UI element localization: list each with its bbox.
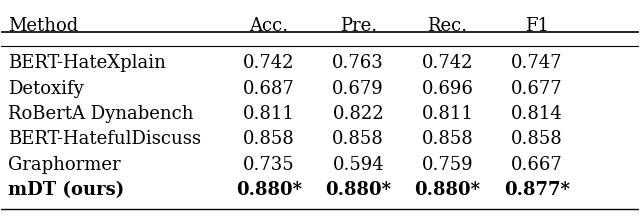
Text: F1: F1 — [525, 17, 548, 35]
Text: Graphormer: Graphormer — [8, 156, 120, 174]
Text: 0.858: 0.858 — [332, 130, 384, 149]
Text: 0.858: 0.858 — [243, 130, 295, 149]
Text: 0.679: 0.679 — [332, 80, 384, 97]
Text: 0.811: 0.811 — [422, 105, 474, 123]
Text: 0.880*: 0.880* — [325, 181, 391, 199]
Text: BERT-HatefulDiscuss: BERT-HatefulDiscuss — [8, 130, 201, 149]
Text: Rec.: Rec. — [428, 17, 467, 35]
Text: Pre.: Pre. — [340, 17, 377, 35]
Text: 0.696: 0.696 — [422, 80, 474, 97]
Text: 0.877*: 0.877* — [504, 181, 570, 199]
Text: 0.594: 0.594 — [332, 156, 384, 174]
Text: 0.822: 0.822 — [332, 105, 384, 123]
Text: BERT-HateXplain: BERT-HateXplain — [8, 54, 166, 72]
Text: 0.667: 0.667 — [511, 156, 563, 174]
Text: 0.742: 0.742 — [422, 54, 473, 72]
Text: 0.763: 0.763 — [332, 54, 384, 72]
Text: 0.880*: 0.880* — [236, 181, 302, 199]
Text: 0.858: 0.858 — [422, 130, 474, 149]
Text: 0.677: 0.677 — [511, 80, 563, 97]
Text: RoBertA Dynabench: RoBertA Dynabench — [8, 105, 193, 123]
Text: mDT (ours): mDT (ours) — [8, 181, 124, 199]
Text: Detoxify: Detoxify — [8, 80, 83, 97]
Text: 0.858: 0.858 — [511, 130, 563, 149]
Text: 0.742: 0.742 — [243, 54, 295, 72]
Text: 0.735: 0.735 — [243, 156, 295, 174]
Text: 0.747: 0.747 — [511, 54, 563, 72]
Text: 0.687: 0.687 — [243, 80, 295, 97]
Text: 0.759: 0.759 — [422, 156, 473, 174]
Text: 0.814: 0.814 — [511, 105, 563, 123]
Text: Acc.: Acc. — [250, 17, 289, 35]
Text: 0.811: 0.811 — [243, 105, 295, 123]
Text: 0.880*: 0.880* — [415, 181, 481, 199]
Text: Method: Method — [8, 17, 78, 35]
